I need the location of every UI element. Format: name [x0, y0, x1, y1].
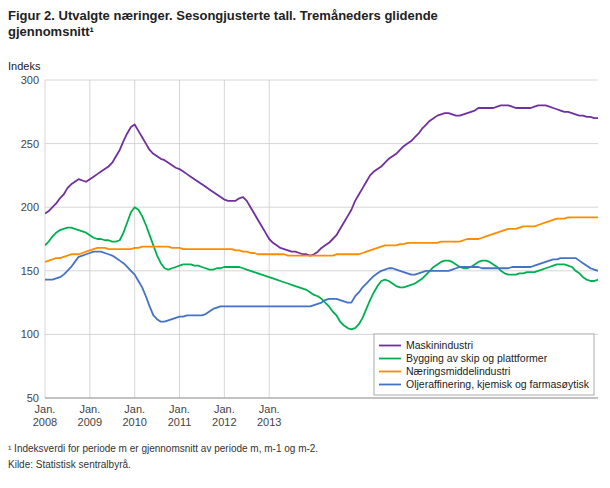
y-tick-label: 250	[21, 138, 39, 150]
axes: 50100150200250300Jan.2008Jan.2009Jan.201…	[21, 74, 598, 428]
x-tick-label-line: Jan.	[259, 403, 280, 415]
x-tick-label-line: 2011	[168, 416, 192, 428]
legend-box	[374, 334, 594, 395]
legend-swatch	[379, 371, 401, 373]
title-line: Figur 2. Utvalgte næringer. Sesongjuster…	[8, 8, 438, 23]
legend-swatch	[379, 384, 401, 386]
x-grid-line	[224, 80, 225, 398]
series-line	[45, 105, 598, 255]
x-tick-label: Jan.2011	[168, 403, 192, 428]
legend-label: Maskinindustri	[406, 339, 473, 351]
x-tick-label-line: Jan.	[79, 403, 100, 415]
y-grid-line	[45, 143, 598, 144]
y-grid-line	[45, 80, 598, 81]
footnote: ¹ Indeksverdi for periode m er gjennomsn…	[8, 443, 318, 454]
x-tick-label-line: 2012	[212, 416, 236, 428]
chart: Figur 2. Utvalgte næringer. Sesongjuster…	[0, 0, 610, 488]
legend-swatch	[379, 358, 401, 360]
x-tick-label-line: 2010	[122, 416, 146, 428]
series-group	[45, 105, 598, 329]
series-line	[45, 252, 598, 322]
x-tick-label-line: Jan.	[214, 403, 235, 415]
x-tick-label: Jan.2012	[212, 403, 236, 428]
x-tick-label: Jan.2010	[122, 403, 146, 428]
x-tick-label-line: Jan.	[169, 403, 190, 415]
x-grid-line	[134, 80, 135, 398]
y-tick-label: 150	[21, 265, 39, 277]
x-tick-label: Jan.2008	[33, 403, 57, 428]
legend-label: Bygging av skip og plattformer	[406, 352, 548, 364]
x-grid-line	[45, 80, 46, 398]
title-line: gjennomsnitt¹	[8, 24, 94, 39]
y-tick-label: 100	[21, 328, 39, 340]
legend-label: Oljeraffinering, kjemisk og farmasøytisk	[406, 378, 590, 390]
x-grid-line	[89, 80, 90, 398]
x-tick-label: Jan.2009	[78, 403, 102, 428]
x-tick-label-line: Jan.	[35, 403, 56, 415]
x-tick-label-line: Jan.	[124, 403, 145, 415]
y-grid-line	[45, 207, 598, 208]
y-tick-label: 300	[21, 74, 39, 86]
grid	[45, 80, 598, 398]
x-tick-label-line: 2009	[78, 416, 102, 428]
x-tick-label-line: 2013	[257, 416, 281, 428]
title: Figur 2. Utvalgte næringer. Sesongjuster…	[8, 8, 438, 39]
background	[0, 0, 610, 488]
y-axis-label: Indeks	[8, 60, 41, 72]
x-axis-line	[45, 398, 598, 399]
footnote: Kilde: Statistisk sentralbyrå.	[8, 459, 131, 470]
legend-swatch	[379, 345, 401, 347]
x-tick-label: Jan.2013	[257, 403, 281, 428]
legend-label: Næringsmiddelindustri	[406, 365, 510, 377]
x-tick-label-line: 2008	[33, 416, 57, 428]
series-line	[45, 217, 598, 262]
x-grid-line	[179, 80, 180, 398]
y-grid-line	[45, 398, 598, 399]
legend: MaskinindustriBygging av skip og plattfo…	[374, 334, 594, 395]
series-line	[45, 207, 598, 329]
y-tick-label: 200	[21, 201, 39, 213]
y-grid-line	[45, 270, 598, 271]
